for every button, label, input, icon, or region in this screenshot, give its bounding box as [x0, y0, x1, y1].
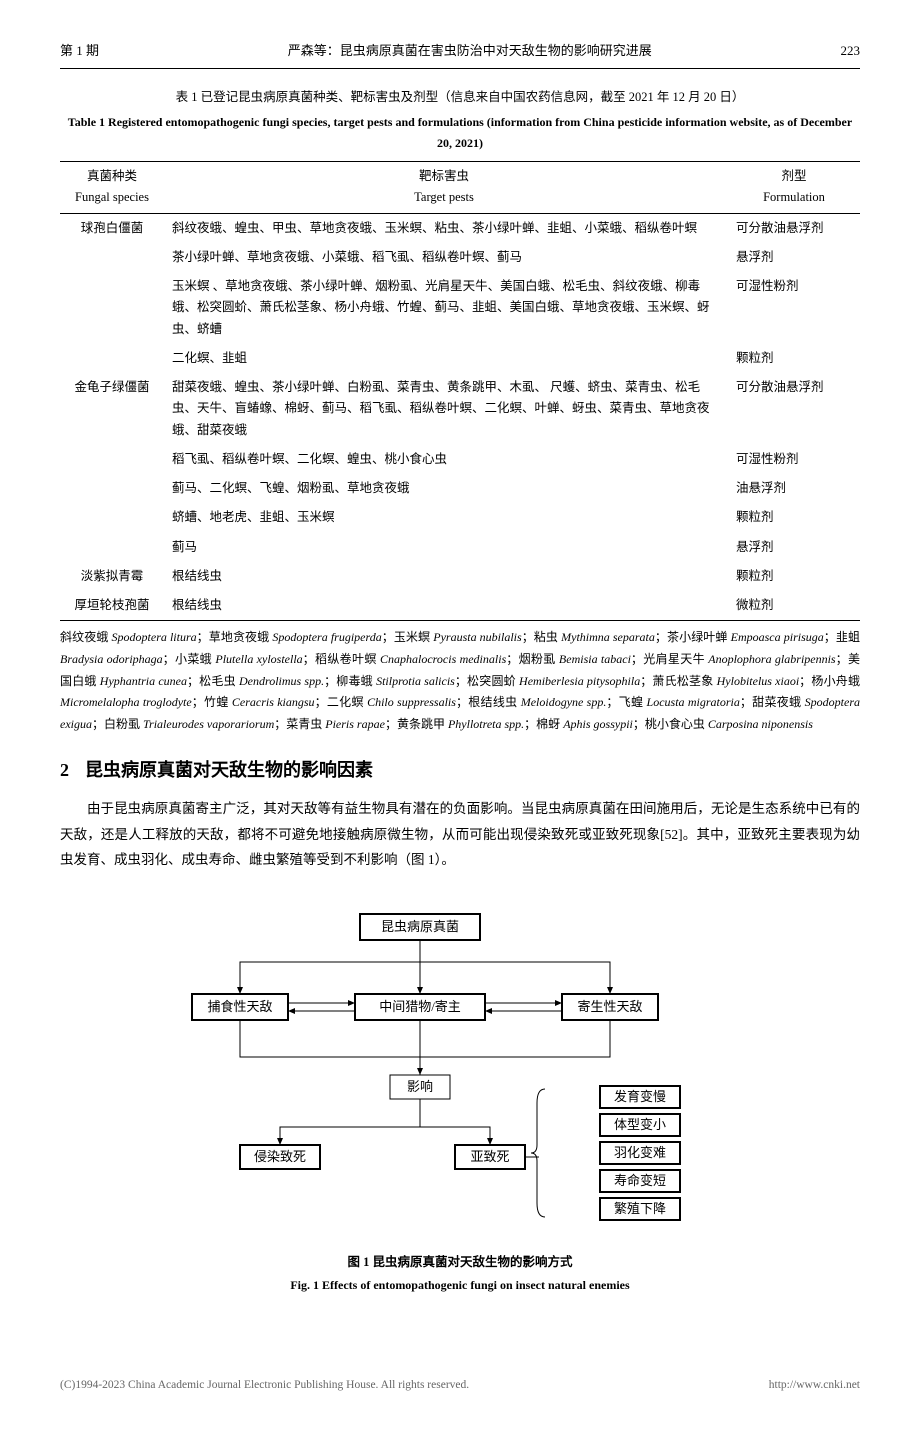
section-paragraph: 由于昆虫病原真菌寄主广泛，其对天敌等有益生物具有潜在的负面影响。当昆虫病原真菌在…	[60, 796, 860, 873]
th-pests: 靶标害虫 Target pests	[164, 162, 724, 214]
issue-no: 第 1 期	[60, 40, 99, 62]
svg-text:寄生性天敌: 寄生性天敌	[577, 999, 642, 1014]
table-row: 蛴螬、地老虎、韭蛆、玉米螟 颗粒剂	[60, 503, 860, 532]
table-row: 金龟子绿僵菌 甜菜夜蛾、蝗虫、茶小绿叶蝉、白粉虱、菜青虫、黄条跳甲、木虱、 尺蠖…	[60, 373, 860, 445]
figure-1-diagram: 昆虫病原真菌捕食性天敌 中间猎物/寄主 寄生性天敌影响侵染致死 亚致死 发育变慢体型变小…	[60, 897, 860, 1242]
cell-species	[60, 344, 164, 373]
cell-form: 颗粒剂	[724, 344, 860, 373]
cell-form: 微粒剂	[724, 591, 860, 621]
svg-text:寿命变短: 寿命变短	[614, 1173, 666, 1188]
table-row: 球孢白僵菌 斜纹夜蛾、蝗虫、甲虫、草地贪夜蛾、玉米螟、粘虫、茶小绿叶蝉、韭蛆、小…	[60, 213, 860, 243]
table-row: 稻飞虱、稻纵卷叶螟、二化螟、蝗虫、桃小食心虫 可湿性粉剂	[60, 445, 860, 474]
cell-pests: 蓟马、二化螟、飞蝗、烟粉虱、草地贪夜蛾	[164, 474, 724, 503]
diagram-svg: 昆虫病原真菌捕食性天敌 中间猎物/寄主 寄生性天敌影响侵染致死 亚致死 发育变慢体型变小…	[160, 897, 760, 1242]
table-row: 茶小绿叶蝉、草地贪夜蛾、小菜蛾、稻飞虱、稻纵卷叶螟、蓟马 悬浮剂	[60, 243, 860, 272]
section-no: 2	[60, 760, 69, 780]
svg-text:昆虫病原真菌: 昆虫病原真菌	[381, 919, 459, 934]
footer-note: (C)1994-2023 China Academic Journal Elec…	[60, 1376, 860, 1396]
svg-text:中间猎物/寄主: 中间猎物/寄主	[379, 999, 461, 1014]
cell-pests: 二化螟、韭蛆	[164, 344, 724, 373]
table-row: 淡紫拟青霉 根结线虫 颗粒剂	[60, 562, 860, 591]
svg-text:亚致死: 亚致死	[470, 1149, 509, 1164]
species-notes: 斜纹夜蛾 Spodoptera litura；草地贪夜蛾 Spodoptera …	[60, 627, 860, 735]
svg-text:捕食性天敌: 捕食性天敌	[207, 999, 272, 1014]
th-species: 真菌种类 Fungal species	[60, 162, 164, 214]
cell-species	[60, 243, 164, 272]
cell-form: 可分散油悬浮剂	[724, 373, 860, 445]
table-row: 蓟马 悬浮剂	[60, 533, 860, 562]
cell-pests: 甜菜夜蛾、蝗虫、茶小绿叶蝉、白粉虱、菜青虫、黄条跳甲、木虱、 尺蠖、蛴虫、菜青虫…	[164, 373, 724, 445]
cell-form: 颗粒剂	[724, 503, 860, 532]
svg-text:体型变小: 体型变小	[614, 1117, 666, 1132]
cell-pests: 蓟马	[164, 533, 724, 562]
cell-form: 颗粒剂	[724, 562, 860, 591]
svg-text:发育变慢: 发育变慢	[614, 1089, 666, 1104]
cell-form: 油悬浮剂	[724, 474, 860, 503]
cell-form: 悬浮剂	[724, 533, 860, 562]
svg-text:羽化变难: 羽化变难	[614, 1145, 666, 1160]
footer-right: http://www.cnki.net	[769, 1376, 860, 1396]
cell-form: 悬浮剂	[724, 243, 860, 272]
table-row: 蓟马、二化螟、飞蝗、烟粉虱、草地贪夜蛾 油悬浮剂	[60, 474, 860, 503]
cell-form: 可分散油悬浮剂	[724, 213, 860, 243]
cell-species	[60, 445, 164, 474]
page-header: 第 1 期 严森等：昆虫病原真菌在害虫防治中对天敌生物的影响研究进展 223	[60, 40, 860, 69]
cell-pests: 稻飞虱、稻纵卷叶螟、二化螟、蝗虫、桃小食心虫	[164, 445, 724, 474]
fig-caption-cn: 图 1 昆虫病原真菌对天敌生物的影响方式	[60, 1252, 860, 1273]
cell-pests: 蛴螬、地老虎、韭蛆、玉米螟	[164, 503, 724, 532]
section-heading: 2 昆虫病原真菌对天敌生物的影响因素	[60, 755, 860, 786]
cell-species	[60, 474, 164, 503]
section-title: 昆虫病原真菌对天敌生物的影响因素	[85, 760, 373, 780]
cell-pests: 玉米螟 、草地贪夜蛾、茶小绿叶蝉、烟粉虱、光肩星天牛、美国白蛾、松毛虫、斜纹夜蛾…	[164, 272, 724, 344]
cell-species: 球孢白僵菌	[60, 213, 164, 243]
cell-pests: 茶小绿叶蝉、草地贪夜蛾、小菜蛾、稻飞虱、稻纵卷叶螟、蓟马	[164, 243, 724, 272]
svg-text:影响: 影响	[407, 1079, 433, 1094]
svg-text:侵染致死: 侵染致死	[254, 1149, 306, 1164]
cell-species: 淡紫拟青霉	[60, 562, 164, 591]
cell-pests: 根结线虫	[164, 562, 724, 591]
footer-left: (C)1994-2023 China Academic Journal Elec…	[60, 1376, 469, 1396]
table-caption-en: Table 1 Registered entomopathogenic fung…	[60, 112, 860, 153]
table-row: 二化螟、韭蛆 颗粒剂	[60, 344, 860, 373]
running-title: 严森等：昆虫病原真菌在害虫防治中对天敌生物的影响研究进展	[288, 40, 652, 62]
cell-species: 金龟子绿僵菌	[60, 373, 164, 445]
svg-text:繁殖下降: 繁殖下降	[614, 1201, 666, 1216]
fig-caption-en: Fig. 1 Effects of entomopathogenic fungi…	[60, 1275, 860, 1295]
table-caption-cn: 表 1 已登记昆虫病原真菌种类、靶标害虫及剂型（信息来自中国农药信息网，截至 2…	[60, 87, 860, 108]
fungi-table: 真菌种类 Fungal species 靶标害虫 Target pests 剂型…	[60, 161, 860, 621]
th-form: 剂型 Formulation	[724, 162, 860, 214]
cell-species: 厚垣轮枝孢菌	[60, 591, 164, 621]
cell-pests: 斜纹夜蛾、蝗虫、甲虫、草地贪夜蛾、玉米螟、粘虫、茶小绿叶蝉、韭蛆、小菜蛾、稻纵卷…	[164, 213, 724, 243]
table-row: 厚垣轮枝孢菌 根结线虫 微粒剂	[60, 591, 860, 621]
cell-form: 可湿性粉剂	[724, 272, 860, 344]
table-row: 玉米螟 、草地贪夜蛾、茶小绿叶蝉、烟粉虱、光肩星天牛、美国白蛾、松毛虫、斜纹夜蛾…	[60, 272, 860, 344]
cell-pests: 根结线虫	[164, 591, 724, 621]
cell-species	[60, 503, 164, 532]
cell-form: 可湿性粉剂	[724, 445, 860, 474]
page-no: 223	[841, 40, 861, 62]
cell-species	[60, 533, 164, 562]
cell-species	[60, 272, 164, 344]
